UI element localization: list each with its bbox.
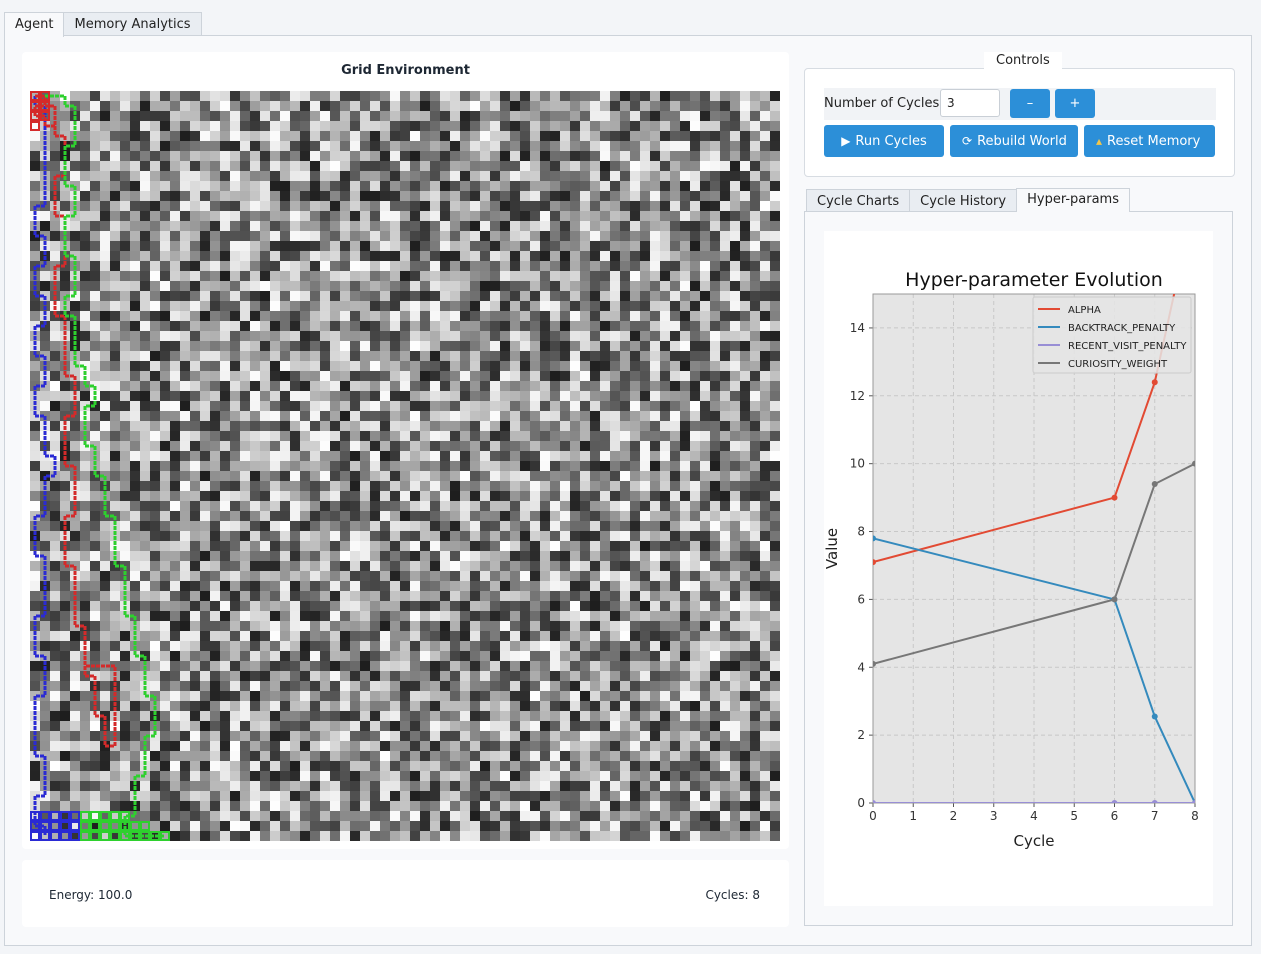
x-tick-label: 1: [909, 809, 917, 823]
cycles-input[interactable]: [940, 89, 1000, 117]
data-point-recent-visit-penalty: [1111, 800, 1118, 803]
y-tick-label: 12: [850, 389, 865, 403]
data-point-recent-visit-penalty: [1151, 800, 1158, 803]
y-tick-label: 2: [857, 728, 865, 742]
data-point-backtrack-penalty: [1151, 713, 1158, 720]
grid-canvas: [30, 91, 780, 841]
data-point-recent-visit-penalty: [1192, 800, 1195, 803]
legend-label-recent-visit-penalty: RECENT_VISIT_PENALTY: [1068, 341, 1187, 352]
reset-memory-label: Reset Memory: [1107, 133, 1201, 149]
red-explored-area: [30, 91, 50, 131]
tab-cycle-history[interactable]: Cycle History: [909, 189, 1018, 212]
y-tick-label: 14: [850, 321, 865, 335]
rebuild-world-button[interactable]: ⟳ Rebuild World: [950, 125, 1078, 157]
controls-group: Number of Cycles: – + ▶ Run Cycles ⟳ Reb…: [804, 68, 1235, 177]
series-group: [873, 294, 1195, 803]
data-point-alpha: [1111, 494, 1118, 501]
blue-agent-trail: [33, 96, 57, 836]
energy-label: Energy: 100.0: [49, 888, 133, 902]
tab-cycle-charts[interactable]: Cycle Charts: [806, 189, 911, 212]
y-tick-label: 8: [857, 525, 865, 539]
x-tick-label: 7: [1151, 809, 1159, 823]
series-line-curiosity-weight: [873, 462, 1195, 665]
data-point-curiosity-weight: [1192, 460, 1195, 467]
tab-agent[interactable]: Agent: [4, 12, 65, 37]
x-tick-label: 6: [1111, 809, 1119, 823]
y-tick-label: 0: [857, 796, 865, 810]
grid-noise-texture: [30, 91, 780, 841]
controls-legend: Controls: [984, 52, 1062, 70]
run-cycles-button[interactable]: ▶ Run Cycles: [824, 125, 944, 157]
data-point-curiosity-weight: [1111, 596, 1118, 603]
series-line-alpha: [873, 294, 1176, 564]
chart-title: Hyper-parameter Evolution: [905, 269, 1163, 291]
x-tick-label: 3: [990, 809, 998, 823]
cycles-label: Number of Cycles:: [824, 96, 944, 111]
y-tick-label: 4: [857, 660, 865, 674]
green-explored-area: [80, 811, 170, 841]
y-tick-label: 6: [857, 592, 865, 606]
y-axis-label: Value: [824, 528, 841, 569]
data-point-curiosity-weight: [873, 660, 876, 667]
cycles-count-label: Cycles: 8: [705, 888, 760, 902]
tab-memory-analytics[interactable]: Memory Analytics: [63, 12, 202, 36]
data-point-alpha: [873, 559, 876, 566]
data-point-alpha: [1151, 379, 1158, 386]
x-tick-label: 5: [1070, 809, 1078, 823]
increment-button[interactable]: +: [1055, 89, 1095, 118]
grid-environment-panel: Grid Environment: [22, 52, 789, 849]
grid-title: Grid Environment: [341, 63, 470, 78]
series-line-backtrack-penalty: [873, 537, 1195, 803]
run-cycles-label: Run Cycles: [855, 133, 927, 149]
x-axis-label: Cycle: [1014, 832, 1055, 850]
play-icon: ▶: [841, 134, 851, 148]
reset-memory-button[interactable]: ▴ Reset Memory: [1084, 125, 1215, 157]
rebuild-world-label: Rebuild World: [977, 133, 1067, 149]
main-tabbar: Agent Memory Analytics: [4, 12, 202, 37]
data-point-backtrack-penalty: [873, 535, 876, 542]
legend-box: [1032, 296, 1192, 374]
legend-label-alpha: ALPHA: [1068, 305, 1101, 316]
refresh-icon: ⟳: [962, 134, 973, 148]
sub-tabbar: Cycle Charts Cycle History Hyper-params: [806, 188, 1130, 212]
y-tick-label: 10: [850, 457, 865, 471]
legend-label-curiosity-weight: CURIOSITY_WEIGHT: [1068, 359, 1168, 370]
status-bar: Energy: 100.0 Cycles: 8: [22, 860, 789, 927]
x-tick-label: 4: [1030, 809, 1038, 823]
green-agent-trail: [45, 94, 165, 838]
cycles-row: Number of Cycles: – +: [824, 88, 1216, 120]
blue-explored-area: [30, 811, 80, 841]
x-tick-label: 8: [1191, 809, 1199, 823]
legend-label-backtrack-penalty: BACKTRACK_PENALTY: [1068, 323, 1176, 334]
x-tick-label: 2: [950, 809, 958, 823]
hyperparam-chart-card: 0 1 2 3 4 5 6 7 8 0 2 4 6 8 10 12 14 Hyper-parameter Evol…: [824, 231, 1213, 906]
data-point-recent-visit-penalty: [873, 800, 876, 803]
x-tick-label: 0: [869, 809, 877, 823]
decrement-button[interactable]: –: [1010, 89, 1050, 118]
tab-hyper-params[interactable]: Hyper-params: [1016, 188, 1130, 212]
broom-icon: ▴: [1096, 134, 1103, 148]
data-point-curiosity-weight: [1151, 481, 1158, 488]
